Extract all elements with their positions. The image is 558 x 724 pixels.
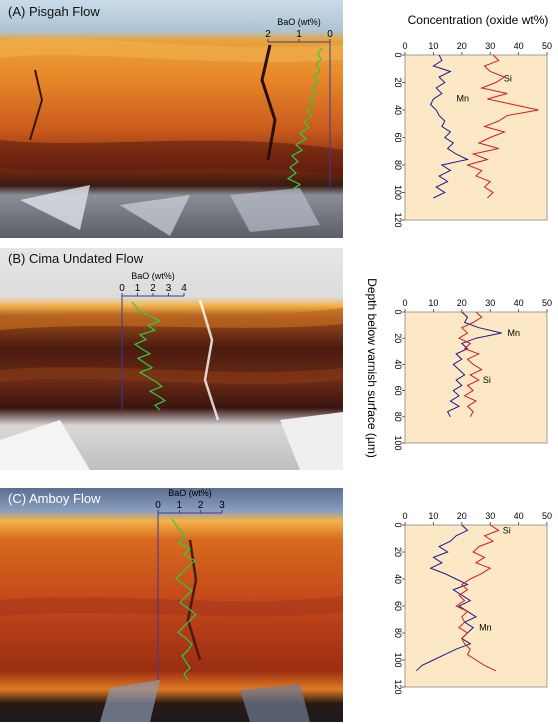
top-axis-title: Concentration (oxide wt%) xyxy=(408,13,549,27)
y-tick-label: 80 xyxy=(393,160,403,170)
bao-profile-c: 0 1 2 3 BaO (wt%) xyxy=(155,488,225,681)
y-tick-label: 100 xyxy=(393,435,403,450)
y-tick-label: 20 xyxy=(393,77,403,87)
x-tick-label: 30 xyxy=(485,298,495,308)
plot-area xyxy=(404,311,548,444)
y-axis-title: Depth below varnish surface (µm) xyxy=(365,278,379,458)
x-tick-label: 10 xyxy=(428,298,438,308)
chart-b: 0 10 20 30 40 50 0 20 40 60 80 100 Mn Si xyxy=(393,298,552,451)
bao-tick-label: 0 xyxy=(327,29,333,40)
x-tick-label: 0 xyxy=(402,41,407,51)
y-tick-label: 40 xyxy=(393,359,403,369)
series-mn-line xyxy=(416,524,478,672)
series-label-mn: Mn xyxy=(508,328,521,338)
panel-a-title: (A) Pisgah Flow xyxy=(8,4,100,19)
x-tick-label: 10 xyxy=(428,511,438,521)
bao-tick-label: 4 xyxy=(181,283,187,294)
x-tick-label: 30 xyxy=(485,511,495,521)
x-tick-label: 30 xyxy=(485,41,495,51)
bao-tick-label: 2 xyxy=(150,283,156,294)
y-tick-label: 60 xyxy=(393,386,403,396)
plot-area xyxy=(404,54,548,221)
bao-axis-label: BaO (wt%) xyxy=(277,17,321,27)
series-label-mn: Mn xyxy=(457,94,470,104)
y-tick-label: 80 xyxy=(393,412,403,422)
x-tick-label: 20 xyxy=(457,41,467,51)
y-tick-label: 20 xyxy=(393,547,403,557)
series-label-si: Si xyxy=(503,525,511,535)
bao-tick-label: 1 xyxy=(177,500,183,511)
panel-c-title: (C) Amboy Flow xyxy=(8,491,101,506)
y-tick-label: 0 xyxy=(393,522,403,527)
bao-profile-line xyxy=(131,301,167,411)
x-tick-label: 40 xyxy=(514,511,524,521)
y-tick-label: 60 xyxy=(393,601,403,611)
y-tick-label: 100 xyxy=(393,185,403,200)
y-tick-label: 20 xyxy=(393,333,403,343)
series-mn-line xyxy=(446,311,502,418)
bao-axis-label: BaO (wt%) xyxy=(131,271,175,281)
photo-c xyxy=(0,488,343,722)
y-tick-label: 80 xyxy=(393,628,403,638)
series-mn-line xyxy=(429,54,470,199)
chart-c: 0 10 20 30 40 50 0 20 40 60 80 100 120 Mn Si xyxy=(393,511,552,695)
x-tick-label: 20 xyxy=(457,298,467,308)
photo-a xyxy=(0,0,343,238)
bao-tick-label: 3 xyxy=(219,500,225,511)
bao-profile-line xyxy=(286,47,323,191)
bao-tick-label: 1 xyxy=(135,283,141,294)
bao-tick-label: 1 xyxy=(296,29,302,40)
x-tick-label: 40 xyxy=(514,298,524,308)
bao-axis-label: BaO (wt%) xyxy=(168,488,212,498)
bao-profile-a: 2 1 0 BaO (wt%) xyxy=(265,17,333,191)
x-tick-label: 50 xyxy=(542,41,552,51)
series-label-si: Si xyxy=(483,375,491,385)
bao-tick-label: 2 xyxy=(265,29,271,40)
chart-a: 0 10 20 30 40 50 0 20 40 60 80 100 120 Mn Si xyxy=(393,41,552,228)
y-tick-label: 100 xyxy=(393,652,403,667)
x-tick-label: 20 xyxy=(457,511,467,521)
x-tick-label: 50 xyxy=(542,298,552,308)
series-label-si: Si xyxy=(504,74,512,84)
series-si-line xyxy=(465,54,539,199)
y-tick-label: 60 xyxy=(393,132,403,142)
y-tick-label: 0 xyxy=(393,52,403,57)
panel-b-title: (B) Cima Undated Flow xyxy=(8,251,144,266)
photo-b xyxy=(0,248,343,470)
y-tick-label: 120 xyxy=(393,212,403,227)
x-tick-label: 50 xyxy=(542,511,552,521)
series-label-mn: Mn xyxy=(479,623,492,633)
bao-tick-label: 2 xyxy=(198,500,204,511)
bao-profile-b: 0 1 2 3 4 BaO (wt%) xyxy=(119,271,187,411)
x-tick-label: 10 xyxy=(428,41,438,51)
series-si-line xyxy=(455,524,500,672)
x-tick-label: 0 xyxy=(402,511,407,521)
x-tick-label: 40 xyxy=(514,41,524,51)
y-tick-label: 40 xyxy=(393,105,403,115)
y-tick-label: 40 xyxy=(393,574,403,584)
bao-tick-label: 0 xyxy=(119,283,125,294)
y-tick-label: 0 xyxy=(393,309,403,314)
bao-tick-label: 0 xyxy=(155,500,161,511)
bao-tick-label: 3 xyxy=(166,283,172,294)
y-tick-label: 120 xyxy=(393,679,403,694)
x-tick-label: 0 xyxy=(402,298,407,308)
bao-profile-line xyxy=(171,518,197,681)
series-si-line xyxy=(457,311,483,418)
